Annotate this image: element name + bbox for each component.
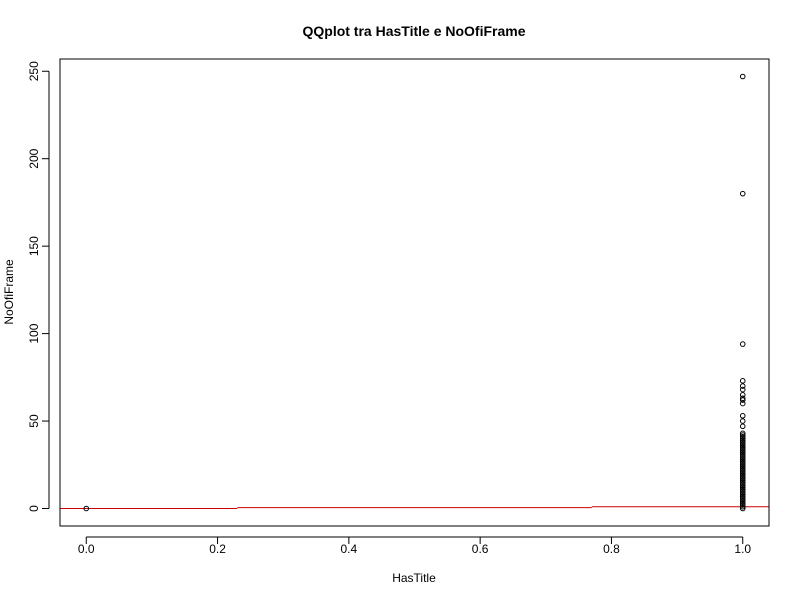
data-point-57 xyxy=(739,73,746,80)
data-point-14 xyxy=(739,482,746,489)
x-tick-label-0: 0.0 xyxy=(78,542,95,556)
data-point-1 xyxy=(739,505,746,512)
data-point-53 xyxy=(739,383,746,389)
data-point-33 xyxy=(739,449,746,456)
y-tick-label-2: 100 xyxy=(27,323,41,343)
data-point-30 xyxy=(739,454,746,461)
y-axis-label: NoOfiFrame xyxy=(2,259,16,325)
data-point-29 xyxy=(739,456,746,463)
data-point-20 xyxy=(739,472,746,479)
data-point-38 xyxy=(739,440,746,447)
data-point-15 xyxy=(739,481,746,487)
y-tick-label-5: 250 xyxy=(27,61,41,81)
data-point-11 xyxy=(739,488,746,494)
x-tick-label-2: 0.4 xyxy=(341,542,358,556)
data-point-22 xyxy=(739,468,746,475)
data-point-31 xyxy=(739,453,746,459)
data-point-37 xyxy=(739,442,746,449)
reference-line xyxy=(60,506,769,510)
data-point-41 xyxy=(739,435,746,442)
data-point-49 xyxy=(739,397,746,403)
data-point-42 xyxy=(739,433,746,440)
data-point-27 xyxy=(739,460,746,466)
data-point-28 xyxy=(739,458,746,465)
data-point-8 xyxy=(739,493,746,500)
data-point-3 xyxy=(739,502,746,508)
data-point-34 xyxy=(739,447,746,454)
data-point-0 xyxy=(83,505,90,512)
data-point-36 xyxy=(739,444,746,451)
data-points xyxy=(83,73,746,512)
x-tick-label-4: 0.8 xyxy=(603,542,620,556)
data-point-17 xyxy=(739,477,746,484)
data-point-48 xyxy=(739,400,746,407)
data-point-7 xyxy=(739,495,746,501)
chart-title: QQplot tra HasTitle e NoOfiFrame xyxy=(302,23,525,39)
x-axis: 0.0 0.2 0.4 0.6 0.8 1.0 xyxy=(78,536,751,556)
data-point-13 xyxy=(739,484,746,491)
data-point-23 xyxy=(739,467,746,473)
data-point-26 xyxy=(739,461,746,468)
y-tick-label-3: 150 xyxy=(27,236,41,256)
data-point-43 xyxy=(739,432,746,438)
data-point-19 xyxy=(739,474,746,480)
data-point-54 xyxy=(739,378,746,384)
data-point-46 xyxy=(739,418,746,424)
y-tick-label-4: 200 xyxy=(27,148,41,168)
data-point-51 xyxy=(739,392,746,398)
data-point-12 xyxy=(739,486,746,493)
data-point-32 xyxy=(739,451,746,458)
data-point-5 xyxy=(739,498,746,505)
x-axis-label: HasTitle xyxy=(392,571,436,585)
data-point-2 xyxy=(739,503,746,510)
data-point-9 xyxy=(739,491,746,498)
x-tick-label-1: 0.2 xyxy=(209,542,226,556)
y-tick-label-1: 50 xyxy=(27,414,41,428)
data-point-4 xyxy=(739,500,746,507)
data-point-40 xyxy=(739,437,746,444)
data-point-47 xyxy=(739,413,746,419)
data-point-52 xyxy=(739,386,746,393)
data-point-16 xyxy=(739,479,746,486)
y-tick-label-0: 0 xyxy=(27,505,41,512)
data-point-45 xyxy=(739,423,746,430)
plot-frame xyxy=(59,58,770,527)
data-point-25 xyxy=(739,463,746,470)
data-point-50 xyxy=(739,395,746,402)
data-point-21 xyxy=(739,470,746,477)
y-axis: 0 50 100 150 200 250 xyxy=(27,61,50,512)
data-point-10 xyxy=(739,489,746,496)
x-tick-label-5: 1.0 xyxy=(734,542,751,556)
data-point-6 xyxy=(739,496,746,503)
data-point-35 xyxy=(739,446,746,452)
data-point-24 xyxy=(739,465,746,472)
x-tick-label-3: 0.6 xyxy=(472,542,489,556)
data-point-18 xyxy=(739,475,746,482)
data-point-44 xyxy=(739,430,746,437)
data-point-55 xyxy=(739,341,746,347)
data-point-56 xyxy=(739,190,746,197)
data-point-39 xyxy=(739,439,746,445)
